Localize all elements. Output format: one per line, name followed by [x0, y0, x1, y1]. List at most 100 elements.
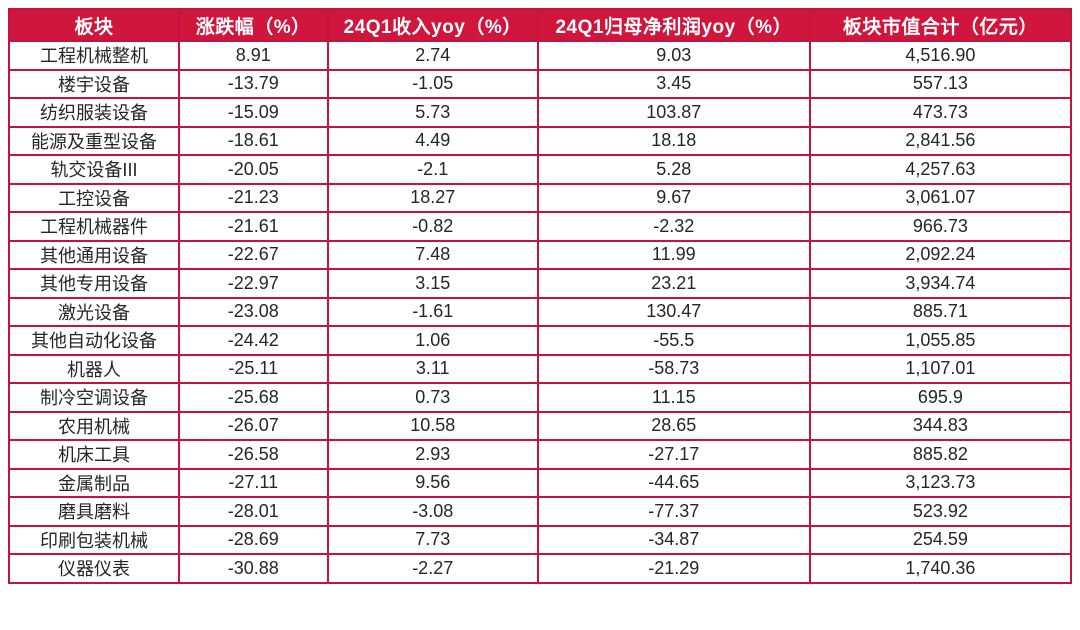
column-header-market-cap: 板块市值合计（亿元） [808, 8, 1073, 42]
net-profit-yoy-cell: -2.32 [536, 211, 811, 242]
table-row: 制冷空调设备 -25.68 0.73 11.15 695.9 [8, 382, 1073, 413]
change-pct-cell: -22.67 [177, 239, 329, 270]
column-header-revenue-yoy: 24Q1收入yoy（%） [326, 8, 539, 42]
revenue-yoy-cell: -2.27 [326, 553, 539, 584]
revenue-yoy-cell: -0.82 [326, 211, 539, 242]
table-row: 仪器仪表 -30.88 -2.27 -21.29 1,740.36 [8, 553, 1073, 584]
sector-cell: 纺织服装设备 [8, 97, 180, 128]
net-profit-yoy-cell: 28.65 [536, 410, 811, 441]
market-cap-cell: 2,092.24 [808, 239, 1073, 270]
sector-cell: 仪器仪表 [8, 553, 180, 584]
market-cap-cell: 344.83 [808, 410, 1073, 441]
change-pct-cell: -22.97 [177, 268, 329, 299]
sector-cell: 农用机械 [8, 410, 180, 441]
change-pct-cell: -18.61 [177, 125, 329, 156]
change-pct-cell: -13.79 [177, 68, 329, 99]
sector-cell: 制冷空调设备 [8, 382, 180, 413]
market-cap-cell: 473.73 [808, 97, 1073, 128]
sector-cell: 轨交设备III [8, 154, 180, 185]
sector-table-container: 板块 涨跌幅（%） 24Q1收入yoy（%） 24Q1归母净利润yoy（%） 板… [8, 8, 1073, 584]
table-row: 工程机械器件 -21.61 -0.82 -2.32 966.73 [8, 211, 1073, 242]
change-pct-cell: -26.07 [177, 410, 329, 441]
net-profit-yoy-cell: -55.5 [536, 325, 811, 356]
column-header-sector: 板块 [8, 8, 180, 42]
change-pct-cell: -21.61 [177, 211, 329, 242]
revenue-yoy-cell: 1.06 [326, 325, 539, 356]
market-cap-cell: 254.59 [808, 524, 1073, 555]
sector-performance-table: 板块 涨跌幅（%） 24Q1收入yoy（%） 24Q1归母净利润yoy（%） 板… [8, 8, 1073, 584]
market-cap-cell: 4,516.90 [808, 40, 1073, 71]
sector-cell: 机床工具 [8, 439, 180, 470]
revenue-yoy-cell: 10.58 [326, 410, 539, 441]
market-cap-cell: 695.9 [808, 382, 1073, 413]
net-profit-yoy-cell: 11.99 [536, 239, 811, 270]
header-row: 板块 涨跌幅（%） 24Q1收入yoy（%） 24Q1归母净利润yoy（%） 板… [8, 8, 1073, 42]
table-row: 其他通用设备 -22.67 7.48 11.99 2,092.24 [8, 239, 1073, 270]
table-row: 机床工具 -26.58 2.93 -27.17 885.82 [8, 439, 1073, 470]
sector-cell: 金属制品 [8, 467, 180, 498]
revenue-yoy-cell: 2.93 [326, 439, 539, 470]
change-pct-cell: -24.42 [177, 325, 329, 356]
revenue-yoy-cell: -1.61 [326, 296, 539, 327]
table-body: 工程机械整机 8.91 2.74 9.03 4,516.90 楼宇设备 -13.… [8, 40, 1073, 584]
sector-cell: 工程机械整机 [8, 40, 180, 71]
revenue-yoy-cell: 18.27 [326, 182, 539, 213]
table-row: 磨具磨料 -28.01 -3.08 -77.37 523.92 [8, 496, 1073, 527]
sector-cell: 工控设备 [8, 182, 180, 213]
table-row: 印刷包装机械 -28.69 7.73 -34.87 254.59 [8, 524, 1073, 555]
market-cap-cell: 3,934.74 [808, 268, 1073, 299]
table-row: 工控设备 -21.23 18.27 9.67 3,061.07 [8, 182, 1073, 213]
sector-cell: 其他专用设备 [8, 268, 180, 299]
net-profit-yoy-cell: -21.29 [536, 553, 811, 584]
column-header-net-profit-yoy: 24Q1归母净利润yoy（%） [536, 8, 811, 42]
market-cap-cell: 4,257.63 [808, 154, 1073, 185]
table-row: 能源及重型设备 -18.61 4.49 18.18 2,841.56 [8, 125, 1073, 156]
net-profit-yoy-cell: 3.45 [536, 68, 811, 99]
market-cap-cell: 885.71 [808, 296, 1073, 327]
sector-cell: 磨具磨料 [8, 496, 180, 527]
table-header: 板块 涨跌幅（%） 24Q1收入yoy（%） 24Q1归母净利润yoy（%） 板… [8, 8, 1073, 42]
table-row: 纺织服装设备 -15.09 5.73 103.87 473.73 [8, 97, 1073, 128]
sector-cell: 其他自动化设备 [8, 325, 180, 356]
table-row: 其他专用设备 -22.97 3.15 23.21 3,934.74 [8, 268, 1073, 299]
change-pct-cell: -28.01 [177, 496, 329, 527]
sector-cell: 印刷包装机械 [8, 524, 180, 555]
revenue-yoy-cell: 2.74 [326, 40, 539, 71]
net-profit-yoy-cell: 9.03 [536, 40, 811, 71]
net-profit-yoy-cell: 130.47 [536, 296, 811, 327]
market-cap-cell: 966.73 [808, 211, 1073, 242]
net-profit-yoy-cell: 23.21 [536, 268, 811, 299]
sector-cell: 楼宇设备 [8, 68, 180, 99]
net-profit-yoy-cell: 103.87 [536, 97, 811, 128]
table-row: 机器人 -25.11 3.11 -58.73 1,107.01 [8, 353, 1073, 384]
revenue-yoy-cell: 0.73 [326, 382, 539, 413]
change-pct-cell: -28.69 [177, 524, 329, 555]
table-row: 激光设备 -23.08 -1.61 130.47 885.71 [8, 296, 1073, 327]
change-pct-cell: -30.88 [177, 553, 329, 584]
market-cap-cell: 3,123.73 [808, 467, 1073, 498]
sector-cell: 激光设备 [8, 296, 180, 327]
revenue-yoy-cell: 7.73 [326, 524, 539, 555]
change-pct-cell: -27.11 [177, 467, 329, 498]
net-profit-yoy-cell: 9.67 [536, 182, 811, 213]
revenue-yoy-cell: -3.08 [326, 496, 539, 527]
sector-cell: 其他通用设备 [8, 239, 180, 270]
change-pct-cell: -20.05 [177, 154, 329, 185]
change-pct-cell: -23.08 [177, 296, 329, 327]
revenue-yoy-cell: 7.48 [326, 239, 539, 270]
net-profit-yoy-cell: 5.28 [536, 154, 811, 185]
net-profit-yoy-cell: 18.18 [536, 125, 811, 156]
change-pct-cell: -26.58 [177, 439, 329, 470]
table-row: 轨交设备III -20.05 -2.1 5.28 4,257.63 [8, 154, 1073, 185]
net-profit-yoy-cell: 11.15 [536, 382, 811, 413]
market-cap-cell: 885.82 [808, 439, 1073, 470]
sector-cell: 工程机械器件 [8, 211, 180, 242]
market-cap-cell: 523.92 [808, 496, 1073, 527]
change-pct-cell: -25.68 [177, 382, 329, 413]
column-header-change-pct: 涨跌幅（%） [177, 8, 329, 42]
net-profit-yoy-cell: -27.17 [536, 439, 811, 470]
sector-cell: 能源及重型设备 [8, 125, 180, 156]
table-row: 楼宇设备 -13.79 -1.05 3.45 557.13 [8, 68, 1073, 99]
revenue-yoy-cell: -2.1 [326, 154, 539, 185]
table-row: 农用机械 -26.07 10.58 28.65 344.83 [8, 410, 1073, 441]
